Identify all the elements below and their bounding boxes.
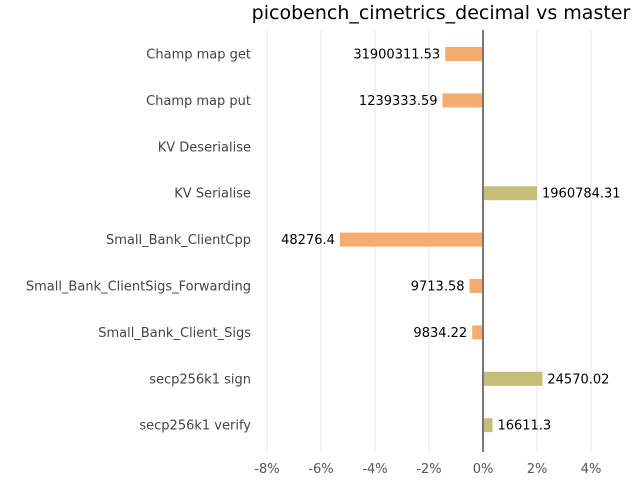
bar (472, 325, 483, 340)
bar (483, 186, 537, 201)
data-label: 31900311.53 (353, 48, 440, 63)
x-tick-label: -4% (362, 462, 387, 477)
x-tick-label: 0% (473, 462, 494, 477)
category-label: secp256k1 verify (139, 419, 251, 434)
data-label: 24570.02 (547, 372, 609, 387)
bar (442, 93, 483, 108)
data-label: 16611.3 (497, 419, 551, 434)
category-label: Champ map put (146, 94, 251, 109)
category-label: KV Serialise (174, 187, 251, 202)
category-label: KV Deserialise (158, 140, 251, 155)
data-label: 1960784.31 (542, 187, 621, 202)
x-tick-label: -2% (416, 462, 441, 477)
x-tick-label: -8% (254, 462, 279, 477)
data-label: 9713.58 (411, 280, 465, 295)
x-tick-label: 4% (581, 462, 602, 477)
data-label: 9834.22 (413, 326, 467, 341)
bars (339, 47, 543, 433)
bar (483, 418, 493, 433)
category-label: Small_Bank_ClientCpp (106, 233, 251, 248)
labels: -8% -6% -4% -2% 0% 2% 4% Champ map get 31900311.… (26, 48, 621, 478)
x-tick-label: -6% (308, 462, 333, 477)
category-label: Small_Bank_Client_Sigs (98, 326, 251, 341)
category-label: Champ map get (146, 48, 251, 63)
bar (469, 279, 483, 293)
chart-title: picobench_cimetrics_decimal vs master (252, 2, 631, 24)
data-label: 48276.4 (281, 233, 335, 248)
x-tick-label: 2% (527, 462, 548, 477)
bar (445, 47, 483, 61)
data-label: 1239333.59 (359, 94, 438, 109)
category-label: secp256k1 sign (149, 372, 251, 387)
category-label: Small_Bank_ClientSigs_Forwarding (26, 280, 251, 295)
bar (339, 232, 483, 247)
bar (483, 371, 543, 386)
